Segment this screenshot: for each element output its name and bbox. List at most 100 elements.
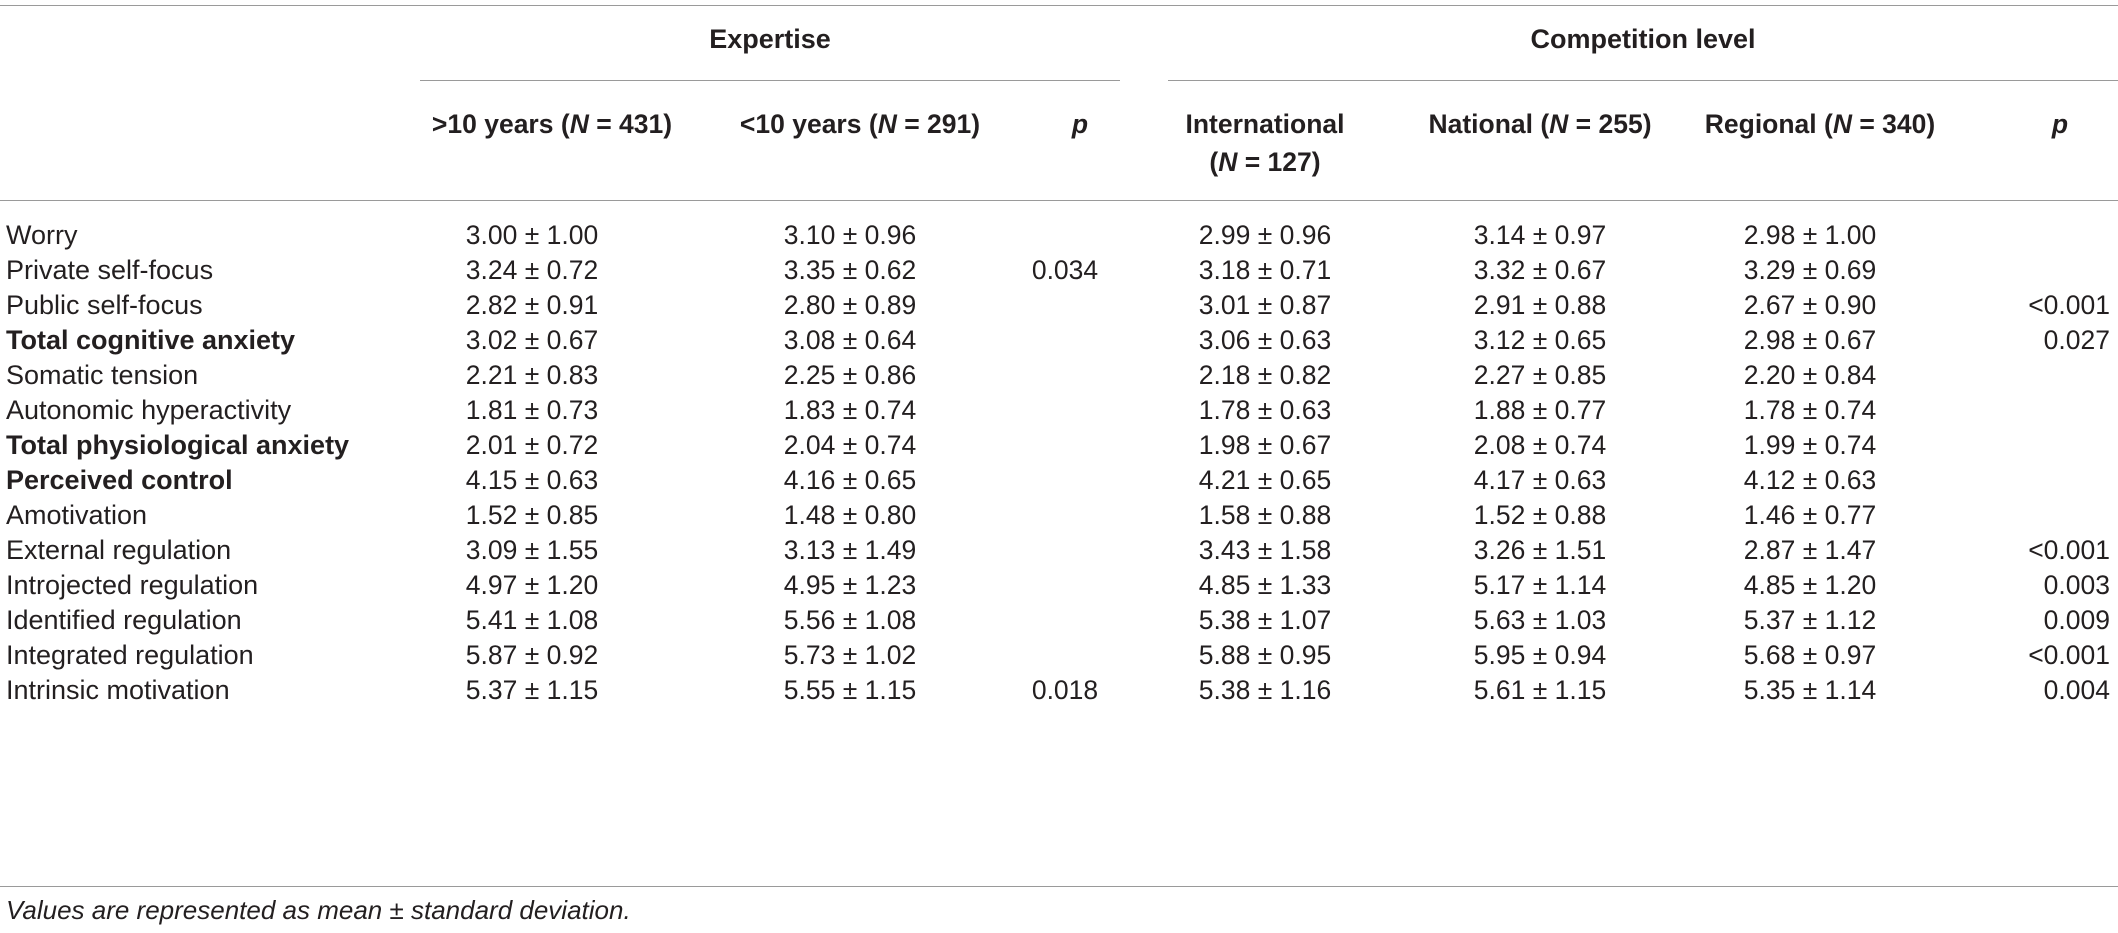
cell-international: 3.18 ± 0.71 [1198,255,1332,285]
cell-less-than-10-years: 5.55 ± 1.15 [783,675,917,705]
cell-less-than-10-years: 1.83 ± 0.74 [783,395,917,425]
cell-international: 3.43 ± 1.58 [1198,535,1332,565]
cell-international: 3.01 ± 0.87 [1198,290,1332,320]
table-row: Autonomic hyperactivity 1.81 ± 0.73 1.83 ±… [0,387,2118,434]
cell-more-than-10-years: 4.97 ± 1.20 [465,570,599,600]
cell-regional: 1.99 ± 0.74 [1743,430,1877,460]
cell-regional: 4.12 ± 0.63 [1743,465,1877,495]
cell-less-than-10-years: 4.95 ± 1.23 [783,570,917,600]
column-header-international: International (N = 127) [1185,109,1345,177]
cell-less-than-10-years: 2.04 ± 0.74 [783,430,917,460]
cell-national: 2.08 ± 0.74 [1473,430,1607,460]
cell-international: 1.58 ± 0.88 [1198,500,1332,530]
row-label: Introjected regulation [6,570,259,600]
cell-competition-p: 0.003 [2043,570,2110,600]
column-header-more-than-10-years: >10 years (N = 431) [431,109,673,139]
cell-competition-p: 0.004 [2043,675,2110,705]
table-row: Private self-focus 3.24 ± 0.72 3.35 ± 0.62… [0,247,2118,294]
cell-more-than-10-years: 2.21 ± 0.83 [465,360,599,390]
cell-regional: 2.67 ± 0.90 [1743,290,1877,320]
table-row: External regulation 3.09 ± 1.55 3.13 ± 1.4… [0,527,2118,574]
cell-more-than-10-years: 1.52 ± 0.85 [465,500,599,530]
cell-more-than-10-years: 1.81 ± 0.73 [465,395,599,425]
cell-national: 2.27 ± 0.85 [1473,360,1607,390]
cell-more-than-10-years: 4.15 ± 0.63 [465,465,599,495]
cell-national: 3.26 ± 1.51 [1473,535,1607,565]
cell-regional: 5.35 ± 1.14 [1743,675,1877,705]
cell-international: 4.21 ± 0.65 [1198,465,1332,495]
row-label: Identified regulation [6,605,242,635]
cell-more-than-10-years: 3.02 ± 0.67 [465,325,599,355]
cell-regional: 2.87 ± 1.47 [1743,535,1877,565]
table-row: Public self-focus 2.82 ± 0.91 2.80 ± 0.89 3… [0,282,2118,329]
row-label: Private self-focus [6,255,214,285]
table-row: Somatic tension 2.21 ± 0.83 2.25 ± 0.86 2.1… [0,352,2118,399]
cell-national: 5.95 ± 0.94 [1473,640,1607,670]
cell-regional: 4.85 ± 1.20 [1743,570,1877,600]
table-row: Total physiological anxiety 2.01 ± 0.72 2.… [0,422,2118,469]
row-label: Intrinsic motivation [6,675,230,705]
cell-regional: 1.46 ± 0.77 [1743,500,1877,530]
cell-national: 5.63 ± 1.03 [1473,605,1607,635]
cell-international: 1.78 ± 0.63 [1198,395,1332,425]
cell-international: 1.98 ± 0.67 [1198,430,1332,460]
row-label: Total cognitive anxiety [6,325,296,355]
cell-less-than-10-years: 3.08 ± 0.64 [783,325,917,355]
cell-regional: 1.78 ± 0.74 [1743,395,1877,425]
cell-national: 2.91 ± 0.88 [1473,290,1607,320]
cell-regional: 5.37 ± 1.12 [1743,605,1877,635]
cell-competition-p: 0.009 [2043,605,2110,635]
row-label: Total physiological anxiety [6,430,350,460]
cell-competition-p: <0.001 [2028,535,2110,565]
cell-more-than-10-years: 2.01 ± 0.72 [465,430,599,460]
cell-less-than-10-years: 5.73 ± 1.02 [783,640,917,670]
cell-less-than-10-years: 3.10 ± 0.96 [783,220,917,250]
group-header-expertise: Expertise [709,24,831,54]
header-rule [0,200,2118,201]
table-row: Worry 3.00 ± 1.00 3.10 ± 0.96 2.99 ± 0.96 3.… [0,212,2118,259]
cell-regional: 5.68 ± 0.97 [1743,640,1877,670]
table-row: Integrated regulation 5.87 ± 0.92 5.73 ± 1… [0,632,2118,679]
cell-more-than-10-years: 2.82 ± 0.91 [465,290,599,320]
cell-competition-p: <0.001 [2028,290,2110,320]
row-label: Somatic tension [6,360,199,390]
cell-less-than-10-years: 4.16 ± 0.65 [783,465,917,495]
cell-international: 2.18 ± 0.82 [1198,360,1332,390]
cell-regional: 2.98 ± 0.67 [1743,325,1877,355]
table-row: Total cognitive anxiety 3.02 ± 0.67 3.08 ±… [0,317,2118,364]
cell-national: 3.14 ± 0.97 [1473,220,1607,250]
group-header-competition-level: Competition level [1530,24,1756,54]
row-label: Worry [6,220,78,250]
column-header-expertise-p: p [1071,109,1089,139]
competition-span-rule [1168,80,2118,81]
cell-more-than-10-years: 5.37 ± 1.15 [465,675,599,705]
cell-less-than-10-years: 1.48 ± 0.80 [783,500,917,530]
cell-less-than-10-years: 2.25 ± 0.86 [783,360,917,390]
table-row: Introjected regulation 4.97 ± 1.20 4.95 ± … [0,562,2118,609]
cell-competition-p: <0.001 [2028,640,2110,670]
cell-regional: 3.29 ± 0.69 [1743,255,1877,285]
row-label: Perceived control [6,465,233,495]
cell-national: 5.61 ± 1.15 [1473,675,1607,705]
cell-national: 1.52 ± 0.88 [1473,500,1607,530]
column-header-national: National (N = 255) [1428,109,1652,139]
column-header-competition-p: p [2051,109,2069,139]
cell-international: 5.38 ± 1.07 [1198,605,1332,635]
cell-expertise-p: 0.018 [1031,675,1099,705]
cell-less-than-10-years: 2.80 ± 0.89 [783,290,917,320]
row-label: Autonomic hyperactivity [6,395,292,425]
row-label: Amotivation [6,500,148,530]
row-label: Integrated regulation [6,640,254,670]
cell-national: 4.17 ± 0.63 [1473,465,1607,495]
top-rule [0,5,2118,6]
cell-international: 2.99 ± 0.96 [1198,220,1332,250]
table-footnote: Values are represented as mean ± standar… [6,895,631,925]
column-header-regional: Regional (N = 340) [1704,109,1936,139]
cell-more-than-10-years: 3.00 ± 1.00 [465,220,599,250]
bottom-rule [0,886,2118,887]
table-row: Amotivation 1.52 ± 0.85 1.48 ± 0.80 1.58 ± … [0,492,2118,539]
expertise-span-rule [420,80,1120,81]
cell-national: 3.12 ± 0.65 [1473,325,1607,355]
cell-less-than-10-years: 3.13 ± 1.49 [783,535,917,565]
